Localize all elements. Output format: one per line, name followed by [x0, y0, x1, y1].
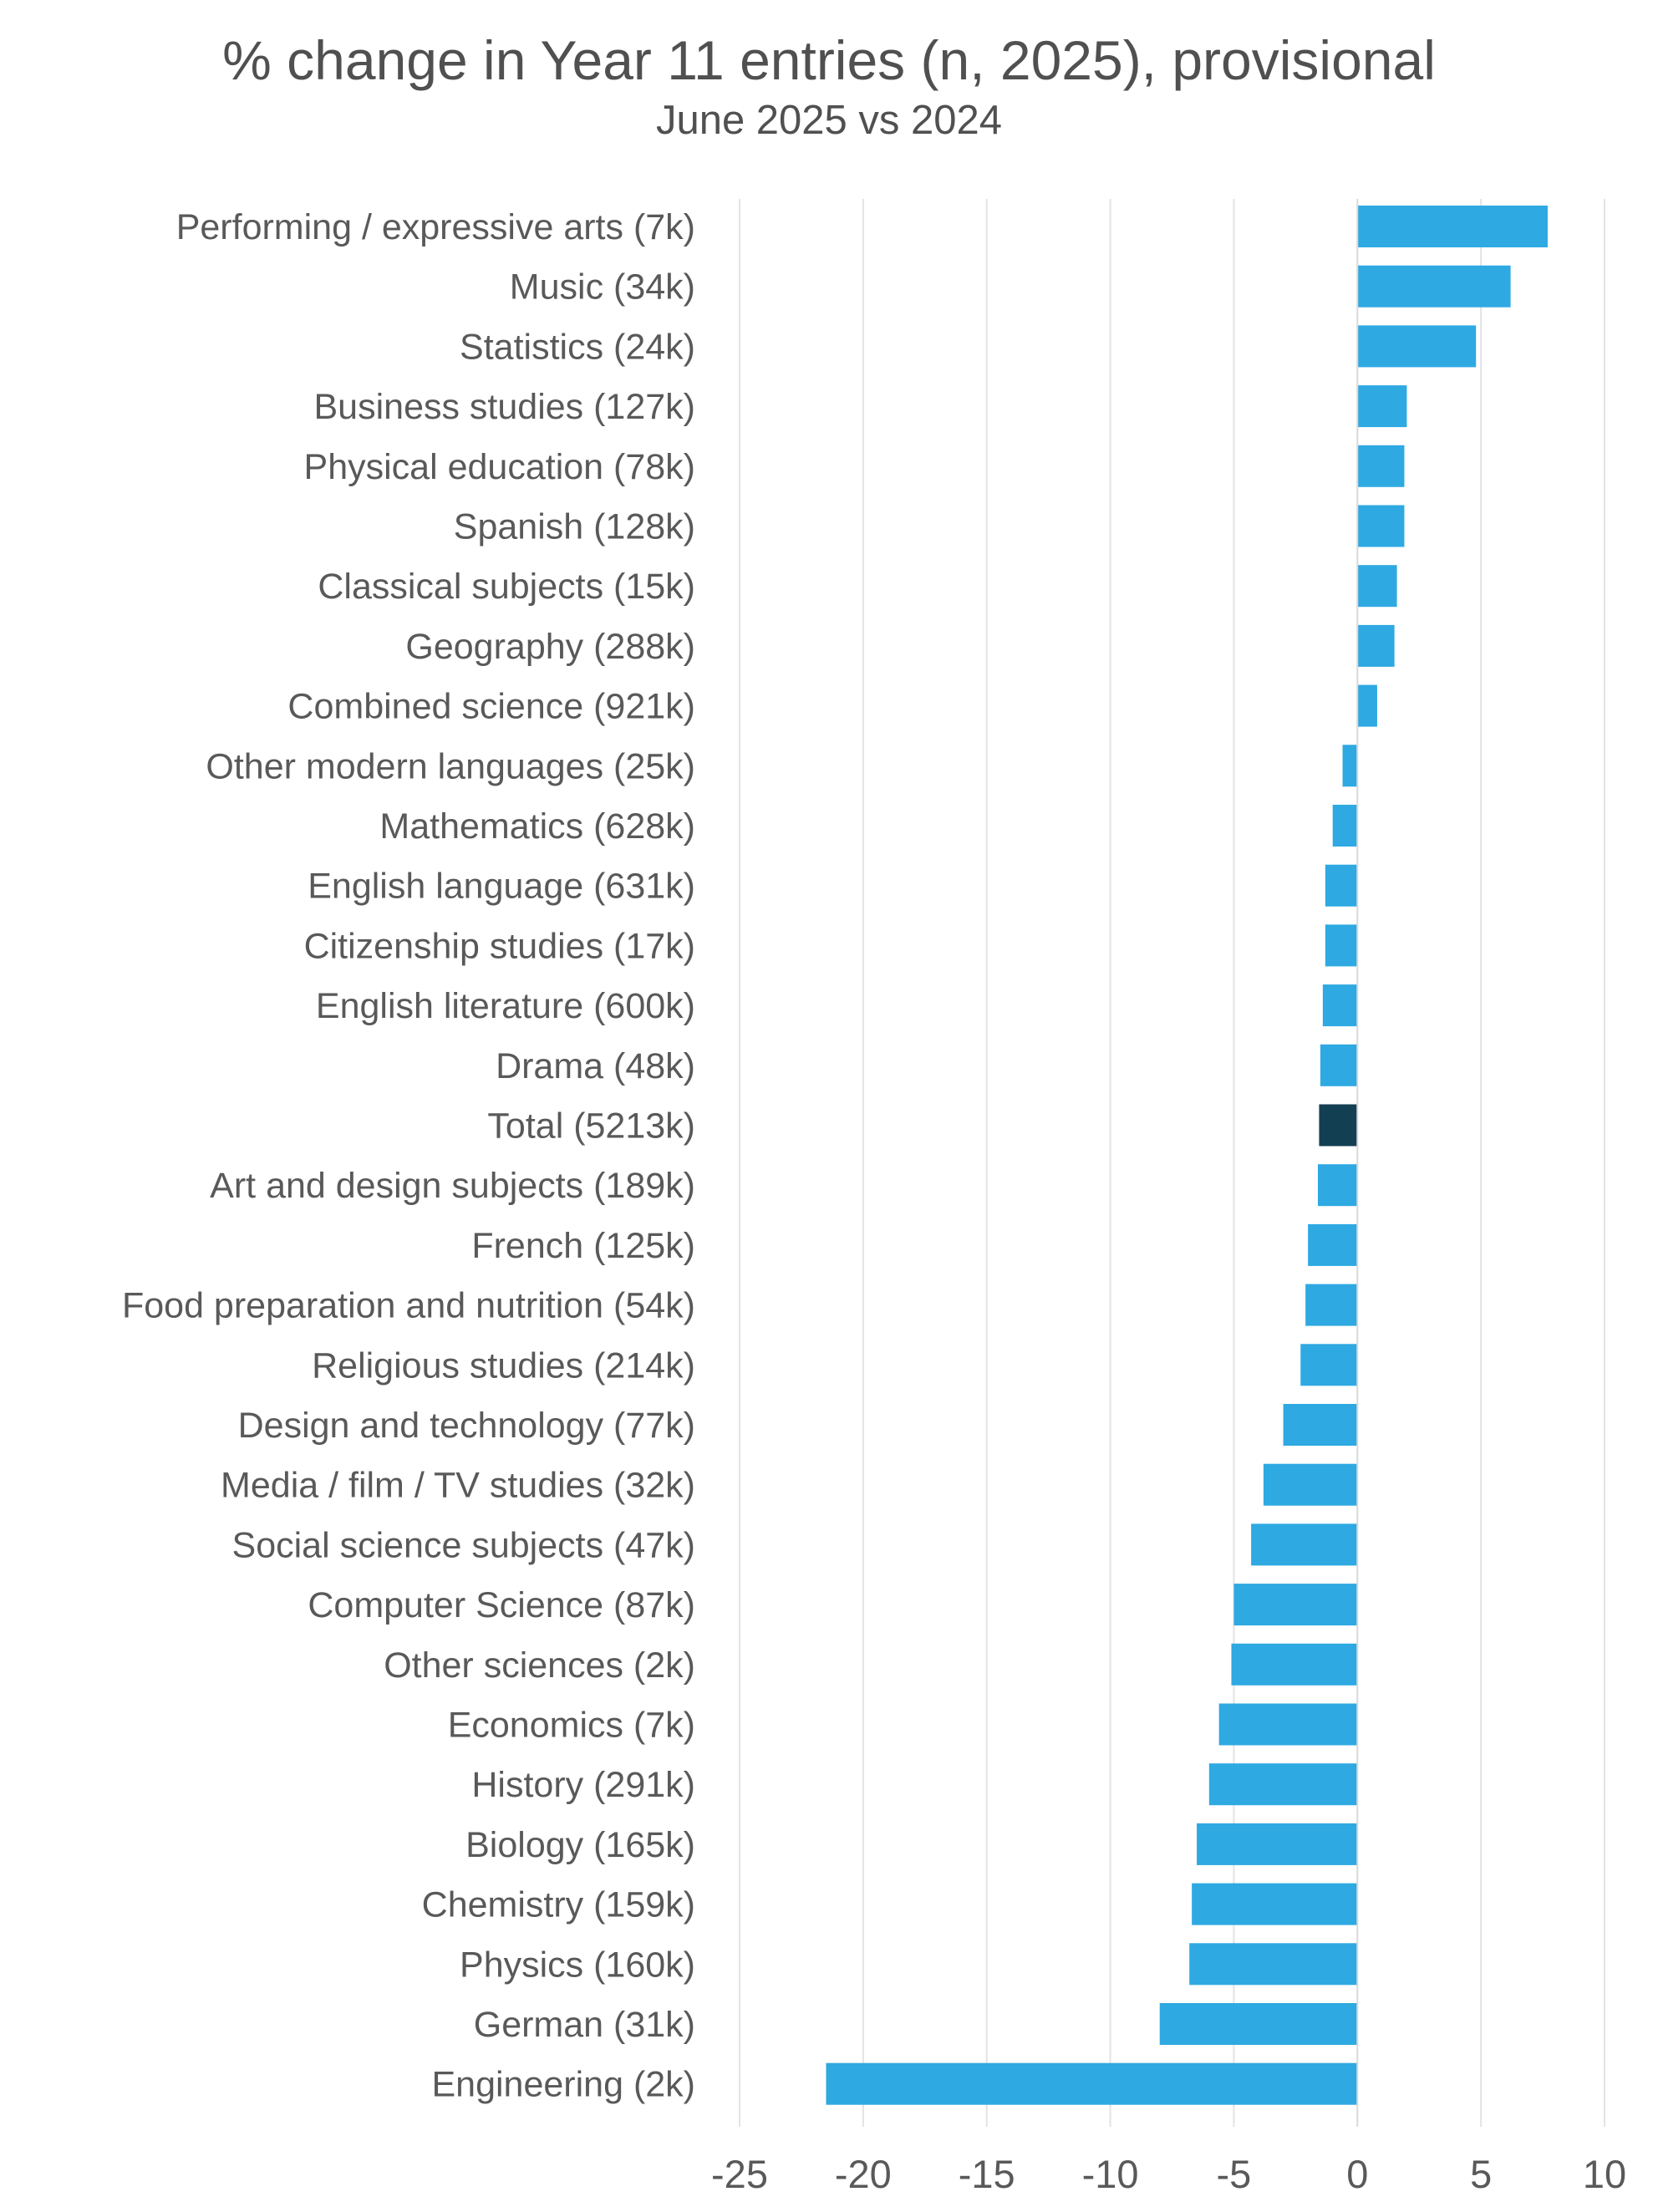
category-label: Food preparation and nutrition (54k)	[122, 1286, 695, 1326]
chart-title: % change in Year 11 entries (n, 2025), p…	[222, 29, 1436, 91]
category-label: Computer Science (87k)	[308, 1585, 695, 1625]
bar	[1251, 1523, 1358, 1566]
bar	[1305, 1284, 1358, 1326]
x-tick-label: -20	[835, 2152, 892, 2196]
category-label: Physics (160k)	[460, 1945, 695, 1985]
category-label: Music (34k)	[510, 267, 695, 308]
x-tick-label: 5	[1470, 2152, 1492, 2196]
category-label: Combined science (921k)	[287, 687, 695, 727]
x-tick-label: -10	[1082, 2152, 1139, 2196]
category-label: German (31k)	[474, 2005, 695, 2045]
bar	[1192, 1883, 1358, 1925]
category-label: Business studies (127k)	[314, 387, 696, 427]
category-label: Physical education (78k)	[304, 447, 695, 487]
bar	[1300, 1344, 1358, 1386]
category-label: Social science subjects (47k)	[232, 1525, 695, 1565]
category-label: Drama (48k)	[496, 1046, 695, 1086]
category-label: Performing / expressive arts (7k)	[176, 207, 695, 247]
bar	[1159, 2003, 1358, 2045]
x-tick-label: -15	[959, 2152, 1015, 2196]
bar	[1325, 864, 1358, 907]
bar	[1357, 325, 1477, 368]
bar-total	[1319, 1104, 1358, 1147]
bar	[1208, 1763, 1358, 1806]
bar	[1357, 505, 1405, 547]
category-label: Biology (165k)	[465, 1825, 695, 1865]
bar	[1322, 984, 1358, 1027]
category-label: English literature (600k)	[316, 986, 695, 1026]
bar	[826, 2062, 1358, 2105]
bar	[1283, 1404, 1358, 1446]
category-label: Classical subjects (15k)	[318, 567, 695, 607]
category-label: Citizenship studies (17k)	[304, 926, 695, 966]
bar	[1357, 565, 1397, 608]
category-label: Design and technology (77k)	[238, 1406, 695, 1446]
bar	[1357, 445, 1405, 487]
x-tick-label: -5	[1217, 2152, 1252, 2196]
category-label: Economics (7k)	[448, 1706, 695, 1746]
bar	[1357, 385, 1407, 428]
category-label: Chemistry (159k)	[422, 1885, 695, 1925]
bar	[1189, 1943, 1358, 1986]
bar	[1342, 745, 1358, 787]
bar	[1197, 1823, 1358, 1865]
x-tick-label: 0	[1346, 2152, 1368, 2196]
x-tick-label: 10	[1583, 2152, 1626, 2196]
category-label: Spanish (128k)	[454, 507, 695, 547]
chart-subtitle: June 2025 vs 2024	[655, 98, 1003, 143]
x-tick-label: -25	[711, 2152, 768, 2196]
category-label: French (125k)	[471, 1226, 695, 1266]
category-labels: Performing / expressive arts (7k) Music (…	[122, 207, 695, 2105]
bar	[1263, 1463, 1358, 1506]
category-label: Other modern languages (25k)	[206, 746, 695, 786]
bar	[1317, 1164, 1358, 1207]
category-label: Art and design subjects (189k)	[210, 1166, 695, 1206]
bar	[1218, 1703, 1358, 1746]
bar	[1357, 624, 1395, 667]
bar	[1332, 805, 1358, 847]
bars	[826, 206, 1548, 2105]
bar	[1357, 684, 1377, 727]
category-label: History (291k)	[471, 1765, 695, 1805]
bar	[1325, 924, 1358, 967]
category-label: Other sciences (2k)	[384, 1645, 695, 1686]
bar	[1233, 1584, 1358, 1626]
bar	[1231, 1643, 1358, 1686]
category-label: Mathematics (628k)	[379, 806, 695, 847]
category-label: Engineering (2k)	[431, 2065, 695, 2105]
bar	[1357, 265, 1511, 308]
category-label: Total (5213k)	[487, 1106, 695, 1147]
bar	[1357, 206, 1548, 247]
bar	[1308, 1223, 1358, 1266]
bar	[1320, 1044, 1358, 1086]
category-label: Geography (288k)	[405, 627, 695, 667]
category-label: Media / film / TV studies (32k)	[221, 1466, 695, 1506]
gridlines	[739, 199, 1605, 2127]
x-axis-tick-labels: -25 -20 -15 -10 -5 0 5 10	[711, 2152, 1626, 2196]
category-label: Statistics (24k)	[460, 327, 695, 367]
category-label: Religious studies (214k)	[312, 1345, 695, 1386]
category-label: English language (631k)	[308, 867, 695, 907]
